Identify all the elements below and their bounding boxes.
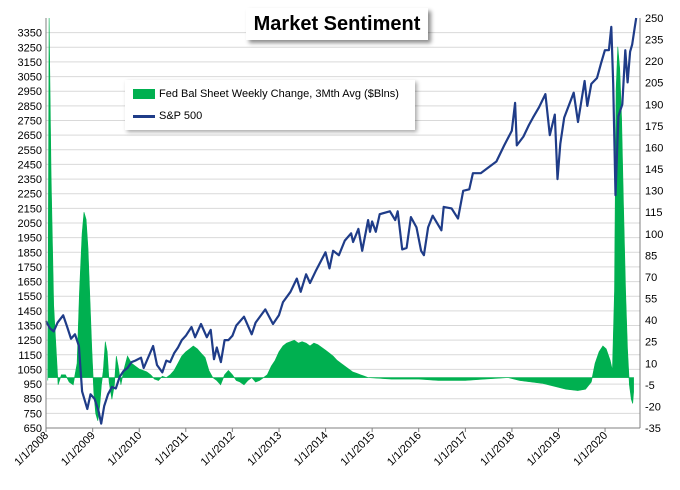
x-tick-label-6: 1/1/2014 xyxy=(292,430,331,469)
left-axis-ticks: 650 750 850 950 1050 1150 1250 1350 1450 1550 1650… xyxy=(18,28,42,435)
left-tick-label-6: 1250 xyxy=(18,335,42,347)
right-tick-label-0: -35 xyxy=(645,423,661,435)
left-tick-label-3: 950 xyxy=(24,379,42,391)
left-tick-label-25: 3150 xyxy=(18,57,42,69)
left-tick-label-8: 1450 xyxy=(18,306,42,318)
left-tick-label-19: 2550 xyxy=(18,145,42,157)
right-tick-label-18: 235 xyxy=(645,35,663,47)
right-tick-label-1: -20 xyxy=(645,401,661,413)
legend-label-fed: Fed Bal Sheet Weekly Change, 3Mth Avg ($… xyxy=(159,88,399,100)
right-tick-label-5: 40 xyxy=(645,315,657,327)
left-tick-label-22: 2850 xyxy=(18,101,42,113)
gridlines xyxy=(46,32,640,429)
right-tick-label-19: 250 xyxy=(645,13,663,25)
x-tick-label-0: 1/1/2008 xyxy=(12,430,51,469)
left-tick-label-23: 2950 xyxy=(18,86,42,98)
right-tick-label-3: 10 xyxy=(645,358,657,370)
right-tick-label-9: 100 xyxy=(645,229,663,241)
right-axis-ticks: -35 -20 -5 10 25 40 55 70 85 100 115 130 145 160 175 19… xyxy=(645,13,663,435)
chart-legend: Fed Bal Sheet Weekly Change, 3Mth Avg ($… xyxy=(125,80,415,130)
left-tick-label-24: 3050 xyxy=(18,72,42,84)
left-tick-label-21: 2750 xyxy=(18,116,42,128)
x-tick-label-10: 1/1/2018 xyxy=(478,430,517,469)
x-tick-label-3: 1/1/2011 xyxy=(153,430,191,468)
left-tick-label-0: 650 xyxy=(24,423,42,435)
legend-swatch-fed xyxy=(133,89,155,99)
legend-item-fed: Fed Bal Sheet Weekly Change, 3Mth Avg ($… xyxy=(133,88,399,100)
x-tick-label-7: 1/1/2015 xyxy=(338,430,377,469)
x-axis-ticks: 1/1/2008 1/1/2009 1/1/2010 1/1/2011 1/1/2012… xyxy=(12,428,610,468)
x-tick-label-1: 1/1/2009 xyxy=(59,430,98,469)
right-tick-label-16: 205 xyxy=(645,78,663,90)
x-tick-label-5: 1/1/2013 xyxy=(245,430,284,469)
left-tick-label-14: 2050 xyxy=(18,218,42,230)
chart-title: Market Sentiment xyxy=(246,8,428,40)
right-tick-label-11: 130 xyxy=(645,186,663,198)
left-tick-label-27: 3350 xyxy=(18,28,42,40)
x-tick-label-9: 1/1/2017 xyxy=(432,430,471,469)
left-tick-label-16: 2250 xyxy=(18,189,42,201)
right-tick-label-14: 175 xyxy=(645,121,663,133)
x-tick-label-12: 1/1/2020 xyxy=(571,430,610,469)
left-tick-label-4: 1050 xyxy=(18,364,42,376)
right-tick-label-12: 145 xyxy=(645,164,663,176)
right-tick-label-2: -5 xyxy=(645,380,655,392)
left-tick-label-12: 1850 xyxy=(18,247,42,259)
axes xyxy=(45,18,641,429)
right-tick-label-13: 160 xyxy=(645,142,663,154)
x-tick-label-8: 1/1/2016 xyxy=(385,430,424,469)
left-tick-label-5: 1150 xyxy=(18,350,42,362)
right-tick-label-4: 25 xyxy=(645,337,657,349)
left-tick-label-13: 1950 xyxy=(18,233,42,245)
left-tick-label-26: 3250 xyxy=(18,42,42,54)
right-tick-label-7: 70 xyxy=(645,272,657,284)
right-tick-label-15: 190 xyxy=(645,99,663,111)
x-tick-label-4: 1/1/2012 xyxy=(199,430,238,469)
spx-series-layer xyxy=(45,17,638,425)
right-tick-label-6: 55 xyxy=(645,294,657,306)
left-tick-label-11: 1750 xyxy=(18,262,42,274)
left-tick-label-9: 1550 xyxy=(18,291,42,303)
legend-swatch-spx xyxy=(133,114,155,118)
left-tick-label-17: 2350 xyxy=(18,174,42,186)
left-tick-label-20: 2650 xyxy=(18,130,42,142)
left-tick-label-2: 850 xyxy=(24,394,42,406)
right-tick-label-8: 85 xyxy=(645,250,657,262)
left-tick-label-15: 2150 xyxy=(18,203,42,215)
x-tick-label-2: 1/1/2010 xyxy=(106,430,145,469)
legend-label-spx: S&P 500 xyxy=(159,110,203,122)
legend-item-spx: S&P 500 xyxy=(133,110,202,122)
left-tick-label-7: 1350 xyxy=(18,321,42,333)
right-tick-label-10: 115 xyxy=(645,207,663,219)
sp500-line xyxy=(45,17,638,425)
left-tick-label-1: 750 xyxy=(24,408,42,420)
x-tick-label-11: 1/1/2019 xyxy=(525,430,564,469)
left-tick-label-10: 1650 xyxy=(18,277,42,289)
right-tick-label-17: 220 xyxy=(645,56,663,68)
left-tick-label-18: 2450 xyxy=(18,159,42,171)
